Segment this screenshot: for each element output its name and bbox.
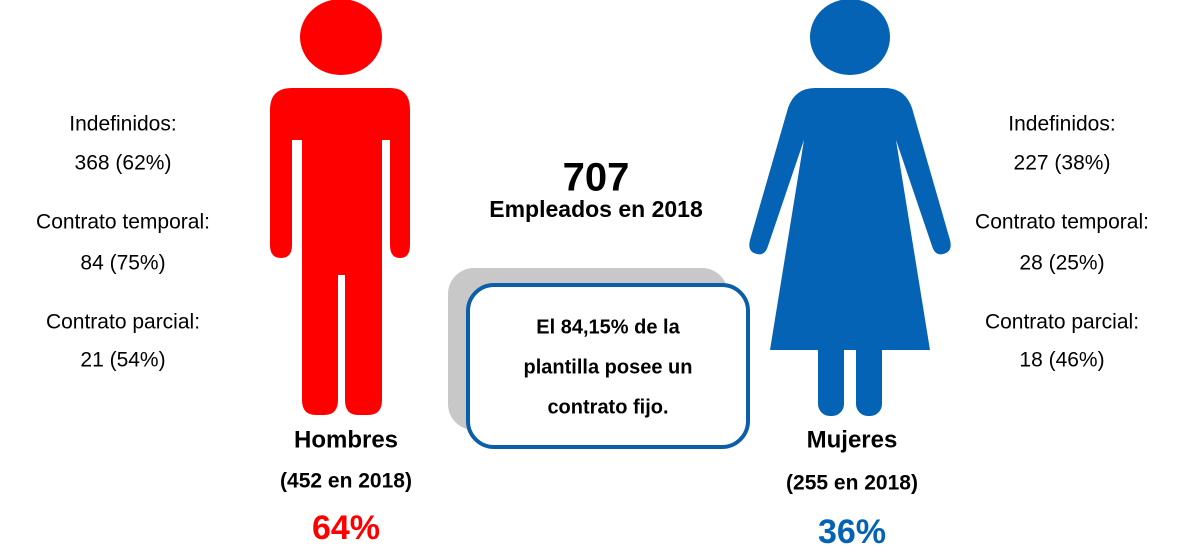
stat: Contrato temporal: [36,211,210,234]
women-share: 36% [818,513,886,551]
men-count: (452 en 2018) [280,470,412,493]
stat: Contrato parcial: [985,311,1139,334]
note-line: El 84,15% de la [536,316,680,338]
stat: 368 (62%) [75,152,172,175]
note-line: plantilla posee un [524,356,693,378]
stat: Indefinidos: [69,113,176,136]
men-share: 64% [312,509,380,547]
women-count: (255 en 2018) [786,472,918,495]
note-box [466,283,750,449]
total-number: 707 [563,156,630,200]
women-name: Mujeres [807,426,898,453]
note-line: contrato fijo. [547,396,668,418]
stat: 28 (25%) [1019,252,1104,275]
stat: Indefinidos: [1008,113,1115,136]
male-figure [270,0,410,415]
men-name: Hombres [294,426,398,453]
female-figure [749,0,951,416]
stat: Contrato temporal: [975,211,1149,234]
women-stats: Indefinidos: 227 (38%) Contrato temporal… [975,113,1149,372]
total-label: Empleados en 2018 [489,196,703,222]
stat: 21 (54%) [80,349,165,372]
stat: Contrato parcial: [46,311,200,334]
stat: 227 (38%) [1014,152,1111,175]
men-stats: Indefinidos: 368 (62%) Contrato temporal… [36,113,210,372]
stat: 84 (75%) [80,252,165,275]
stat: 18 (46%) [1019,349,1104,372]
